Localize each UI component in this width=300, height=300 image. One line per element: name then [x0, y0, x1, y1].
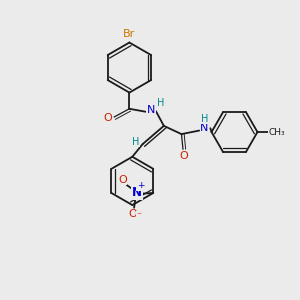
Text: H: H — [201, 114, 208, 124]
Text: O: O — [179, 151, 188, 161]
Text: +: + — [137, 182, 144, 190]
Text: H: H — [133, 137, 140, 147]
Text: H: H — [157, 98, 164, 109]
Text: Br: Br — [123, 29, 136, 39]
Text: N: N — [200, 123, 209, 133]
Text: CH₃: CH₃ — [268, 128, 285, 136]
Text: N: N — [132, 187, 142, 200]
Text: O: O — [118, 175, 127, 185]
Text: N: N — [147, 105, 155, 115]
Text: ⁻: ⁻ — [137, 212, 142, 221]
Text: O: O — [128, 209, 137, 219]
Text: O: O — [103, 113, 112, 124]
